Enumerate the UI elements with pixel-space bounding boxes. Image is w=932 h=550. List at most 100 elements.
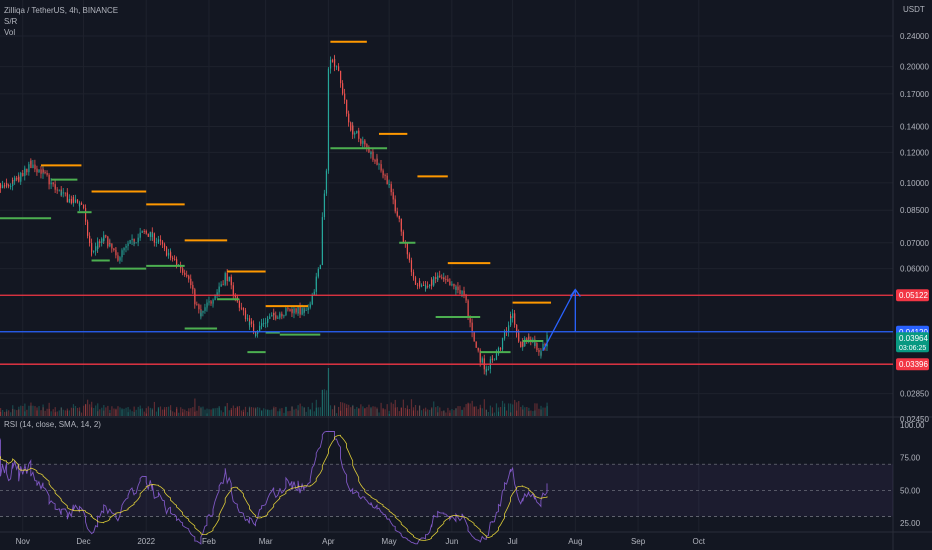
candle-body [56, 189, 58, 191]
volume-bar [323, 389, 326, 416]
volume-bar [103, 410, 105, 416]
volume-bar [443, 410, 445, 416]
volume-bar [317, 407, 319, 416]
volume-bar [127, 412, 129, 416]
candle-body [315, 276, 317, 282]
volume-bar [10, 412, 12, 416]
candle-body [431, 279, 433, 286]
volume-bar [516, 402, 518, 416]
time-tick-label: Dec [76, 537, 90, 546]
volume-bar [129, 409, 131, 416]
candle-body [467, 300, 469, 309]
candle-body [479, 356, 481, 363]
time-tick-label: Nov [16, 537, 30, 546]
volume-bar [331, 409, 334, 416]
rsi-tick-label: 75.00 [900, 454, 921, 463]
time-tick-label: May [382, 537, 397, 546]
volume-bar [364, 408, 366, 416]
candle-body [58, 189, 60, 191]
volume-bar [165, 407, 168, 416]
volume-bar [210, 409, 212, 416]
candles [0, 54, 548, 376]
volume-bar [137, 406, 139, 416]
candle-body [84, 214, 87, 222]
candle-body [469, 316, 471, 323]
volume-bar [400, 407, 402, 416]
volume-bar [91, 401, 93, 416]
volume-bar [445, 412, 447, 416]
candle-body [518, 332, 520, 342]
volume-bar [135, 409, 137, 416]
candle-body [267, 319, 269, 320]
volume-bar [495, 403, 498, 416]
volume-bar [437, 406, 439, 416]
volume-bar [451, 409, 453, 416]
candle-body [255, 334, 257, 336]
volume-bar [479, 404, 481, 416]
volume-bar [202, 406, 204, 416]
rsi-legend[interactable]: RSI (14, close, SMA, 14, 2) [4, 420, 101, 429]
volume-bar [437, 412, 439, 416]
volume-bar [139, 408, 141, 416]
volume-bar [333, 405, 336, 416]
candle-body [350, 122, 352, 131]
volume-bar [6, 411, 8, 416]
volume-bar [214, 408, 216, 416]
volume-bar [420, 410, 423, 416]
volume-bar [48, 408, 50, 416]
indicator-sr-label[interactable]: S/R [4, 17, 18, 26]
volume-bar [163, 407, 166, 416]
candle-body [107, 236, 109, 247]
volume-bar [248, 406, 251, 416]
volume-bar [167, 406, 170, 416]
candle-body [400, 225, 402, 232]
volume-bar [309, 410, 311, 416]
volume-bar [38, 406, 40, 416]
volume-bar [423, 408, 425, 416]
price-tick-label: 0.24000 [900, 32, 929, 41]
volume-bar [242, 409, 245, 416]
time-tick-label: 2022 [137, 537, 155, 546]
candle-body [212, 300, 214, 303]
candle-body [42, 169, 44, 173]
volume-bar [406, 405, 409, 416]
volume-bar [244, 406, 247, 416]
volume-bar [354, 408, 356, 416]
volume-bar [54, 407, 56, 416]
volume-bar [115, 408, 117, 416]
volume-bar [206, 413, 208, 416]
candle-body [91, 250, 93, 252]
candle-body [64, 192, 66, 194]
candle-body [263, 323, 265, 324]
volume-bar [433, 401, 435, 416]
candle-body [186, 274, 188, 277]
volume-bar [139, 405, 141, 416]
indicator-vol-label[interactable]: Vol [4, 28, 16, 37]
volume-bar [522, 405, 524, 416]
candle-body [396, 211, 398, 216]
volume-bar [22, 406, 24, 416]
volume-bar [400, 407, 402, 416]
candle-body [46, 173, 48, 175]
candle-body [216, 292, 218, 296]
volume-bar [32, 405, 34, 416]
volume-bar [153, 401, 156, 416]
volume-bar [485, 409, 487, 416]
volume-bar [123, 408, 125, 416]
symbol-title[interactable]: Zilliqa / TetherUS, 4h, BINANCE [4, 6, 119, 15]
candle-body [429, 284, 431, 287]
candle-body [408, 254, 411, 261]
volume-bar [56, 411, 58, 416]
candle-body [210, 301, 212, 304]
candle-body [378, 164, 380, 165]
rsi-tick-label: 50.00 [900, 486, 921, 495]
candle-body [119, 257, 121, 261]
volume-bar [184, 409, 186, 416]
candle-body [376, 158, 378, 165]
candle-body [34, 164, 36, 170]
candle-body [477, 347, 479, 351]
price-tick-label: 0.14000 [900, 122, 929, 131]
candle-body [22, 172, 24, 176]
candle-body [54, 185, 56, 190]
